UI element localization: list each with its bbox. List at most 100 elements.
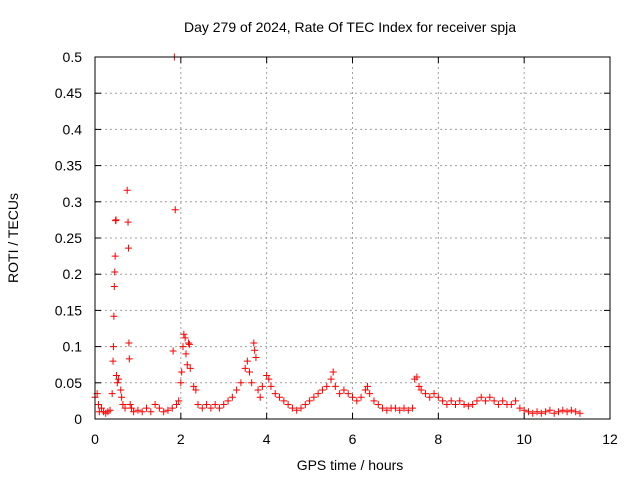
data-point <box>349 393 356 401</box>
data-point <box>228 393 236 401</box>
data-point <box>364 382 372 390</box>
data-point <box>499 397 507 405</box>
data-point <box>537 409 545 417</box>
data-point <box>111 268 119 276</box>
data-point <box>182 350 190 358</box>
data-point <box>169 347 177 355</box>
data-point <box>124 244 132 252</box>
data-point <box>323 382 331 390</box>
data-point <box>175 397 183 405</box>
y-axis-label: ROTI / TECUs <box>5 193 21 283</box>
data-point <box>155 404 163 412</box>
data-point <box>482 397 490 405</box>
data-point <box>237 379 245 387</box>
chart-title: Day 279 of 2024, Rate Of TEC Index for r… <box>184 19 516 35</box>
data-point <box>447 397 455 405</box>
data-points <box>91 53 584 417</box>
data-point <box>143 404 150 412</box>
data-point <box>203 401 211 409</box>
data-point <box>258 382 266 390</box>
y-tick-label: 0.35 <box>55 158 82 174</box>
data-point <box>464 402 472 410</box>
data-point <box>173 401 181 409</box>
data-point <box>246 368 253 376</box>
data-point <box>297 404 305 412</box>
data-point <box>180 330 188 338</box>
data-point <box>301 401 309 409</box>
data-point <box>391 404 399 412</box>
data-point <box>171 206 179 214</box>
data-point <box>111 252 119 260</box>
data-point <box>138 408 146 416</box>
data-point <box>271 390 279 398</box>
data-point <box>243 357 251 365</box>
data-point <box>179 343 187 351</box>
data-point <box>469 401 477 409</box>
data-point <box>181 334 189 342</box>
data-point <box>115 375 123 383</box>
data-point <box>306 397 314 405</box>
data-point <box>494 401 502 409</box>
data-point <box>211 401 219 409</box>
data-point <box>207 404 215 412</box>
x-tick-label: 0 <box>91 431 99 447</box>
data-point <box>409 404 417 412</box>
data-point <box>430 390 438 398</box>
y-tick-label: 0.2 <box>63 266 83 282</box>
data-point <box>241 364 249 372</box>
data-point <box>284 401 292 409</box>
data-point <box>168 404 176 412</box>
data-point <box>108 390 116 398</box>
data-point <box>112 216 120 224</box>
data-point <box>318 386 326 394</box>
data-point <box>310 393 318 401</box>
y-tick-label: 0.1 <box>63 339 83 355</box>
data-point <box>490 397 498 405</box>
data-point <box>185 340 193 348</box>
data-point <box>94 401 102 409</box>
y-tick-label: 0 <box>74 411 82 427</box>
data-point <box>113 379 121 387</box>
data-point <box>110 312 118 320</box>
data-point <box>248 379 256 387</box>
data-point <box>379 404 387 412</box>
data-point <box>344 390 352 398</box>
data-point <box>331 382 339 390</box>
data-point <box>353 397 361 405</box>
data-point <box>512 397 520 405</box>
data-point <box>251 346 259 354</box>
data-point <box>370 397 378 405</box>
data-point <box>366 390 374 398</box>
data-point <box>194 401 202 409</box>
data-point <box>160 408 168 416</box>
data-point <box>434 393 442 401</box>
data-point <box>151 401 159 409</box>
data-point <box>183 361 191 369</box>
data-point <box>486 393 494 401</box>
data-point <box>119 401 127 409</box>
data-point <box>130 408 138 416</box>
data-point <box>293 406 301 414</box>
data-point <box>507 401 515 409</box>
data-point <box>572 408 580 416</box>
y-tick-label: 0.15 <box>55 302 82 318</box>
data-point <box>340 386 348 394</box>
x-tick-label: 10 <box>516 431 532 447</box>
x-axis-label: GPS time / hours <box>297 457 404 473</box>
x-tick-label: 2 <box>177 431 185 447</box>
data-point <box>559 406 567 414</box>
data-point <box>134 406 142 414</box>
data-point <box>383 406 391 414</box>
data-point <box>567 406 575 414</box>
data-point <box>529 409 537 417</box>
data-point <box>473 397 481 405</box>
data-point <box>400 404 408 412</box>
y-tick-label: 0.25 <box>55 230 82 246</box>
data-point <box>123 186 131 194</box>
data-point <box>460 401 468 409</box>
y-tick-labels: 0 0.05 0.1 0.15 0.2 0.25 0.3 0.35 0.4 0.45 0.5 <box>55 49 82 427</box>
x-tick-label: 12 <box>602 431 618 447</box>
data-point <box>97 404 105 412</box>
